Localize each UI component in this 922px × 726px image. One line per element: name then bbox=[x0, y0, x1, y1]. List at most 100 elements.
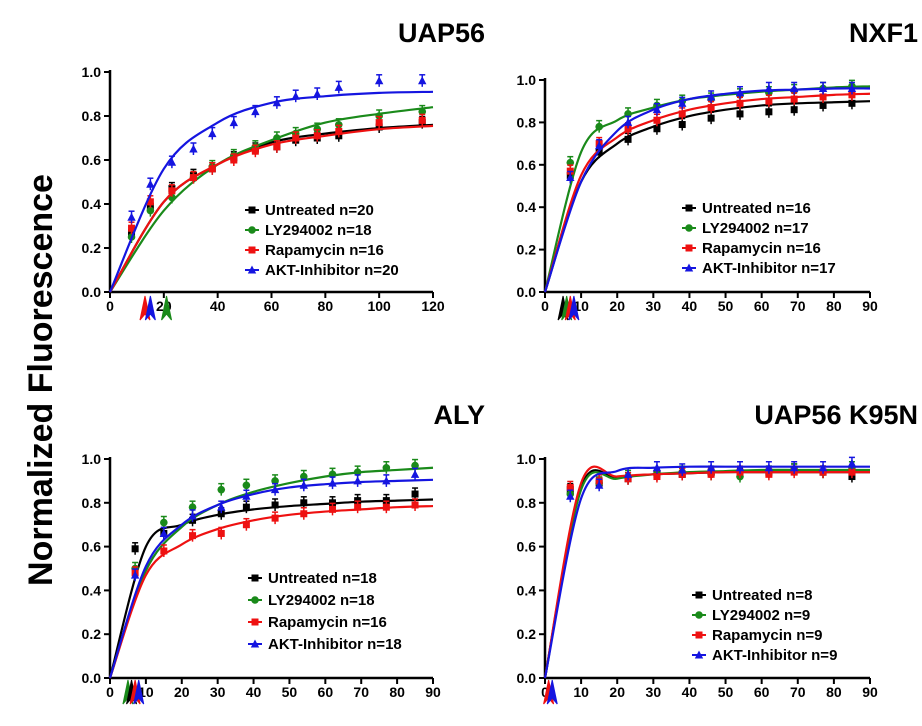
data-point bbox=[189, 174, 197, 182]
data-point bbox=[251, 147, 259, 155]
data-point bbox=[819, 93, 827, 101]
fit-curve-rapamycin bbox=[543, 92, 871, 293]
data-point bbox=[242, 481, 251, 490]
data-point bbox=[566, 483, 574, 491]
x-tick-label: 60 bbox=[264, 298, 280, 314]
data-point bbox=[566, 491, 575, 500]
legend-marker bbox=[251, 618, 259, 626]
y-tick-label: 1.0 bbox=[82, 451, 102, 467]
legend-entry: AKT-Inhibitor n=9 bbox=[712, 647, 837, 664]
x-tick-label: 0 bbox=[106, 298, 114, 314]
fit-curve-akt-inhibitor bbox=[108, 478, 434, 679]
x-tick-label: 30 bbox=[210, 684, 226, 700]
data-point bbox=[300, 472, 308, 481]
data-point bbox=[273, 143, 281, 151]
y-tick-label: 1.0 bbox=[517, 72, 537, 88]
fit-curve-ly294002 bbox=[108, 466, 434, 679]
y-tick-label: 0.8 bbox=[517, 114, 537, 130]
data-point bbox=[848, 99, 856, 107]
half-time-arrow bbox=[546, 679, 558, 705]
data-point bbox=[329, 505, 337, 513]
legend-marker bbox=[251, 596, 259, 604]
data-point bbox=[819, 101, 827, 109]
y-tick-label: 0.6 bbox=[517, 539, 537, 555]
data-point bbox=[335, 127, 343, 135]
data-point bbox=[374, 76, 384, 85]
x-tick-label: 90 bbox=[425, 684, 441, 700]
fit-curve-ly294002 bbox=[543, 468, 870, 679]
data-point bbox=[789, 463, 799, 472]
x-tick-label: 50 bbox=[718, 684, 734, 700]
y-tick-label: 0.6 bbox=[82, 152, 102, 168]
fit-curve-akt-inhibitor bbox=[543, 87, 871, 293]
data-point bbox=[706, 92, 716, 101]
legend-entry: Untreated n=18 bbox=[268, 570, 377, 587]
x-tick-label: 20 bbox=[609, 684, 625, 700]
data-point bbox=[271, 514, 279, 522]
legend-entry: LY294002 n=18 bbox=[265, 222, 372, 239]
half-time-arrow bbox=[568, 295, 580, 321]
x-tick-label: 60 bbox=[754, 684, 770, 700]
data-point bbox=[271, 477, 279, 485]
data-point bbox=[652, 105, 662, 114]
data-point bbox=[159, 528, 169, 537]
y-tick-label: 1.0 bbox=[82, 64, 102, 80]
data-point bbox=[127, 212, 136, 221]
panel-title: NXF1 bbox=[849, 18, 918, 48]
x-tick-label: 0 bbox=[541, 684, 549, 700]
data-point bbox=[790, 95, 798, 103]
data-point bbox=[353, 476, 362, 485]
fit-curve-rapamycin bbox=[543, 465, 870, 679]
data-point bbox=[653, 125, 661, 133]
data-point bbox=[208, 165, 216, 173]
x-tick-label: 90 bbox=[862, 684, 878, 700]
data-point bbox=[189, 144, 198, 153]
data-point bbox=[653, 473, 661, 481]
x-tick-label: 40 bbox=[210, 298, 226, 314]
data-point bbox=[410, 469, 420, 478]
data-point bbox=[790, 106, 798, 114]
x-tick-label: 120 bbox=[421, 298, 445, 314]
legend-marker bbox=[251, 574, 259, 582]
legend-entry: Rapamycin n=16 bbox=[265, 242, 384, 259]
x-tick-label: 50 bbox=[282, 684, 298, 700]
data-point bbox=[251, 107, 260, 116]
data-point bbox=[208, 129, 217, 138]
legend-marker bbox=[695, 591, 703, 599]
legend-entry: AKT-Inhibitor n=18 bbox=[268, 636, 402, 653]
data-point bbox=[707, 470, 715, 478]
data-point bbox=[313, 89, 322, 98]
y-tick-label: 1.0 bbox=[517, 451, 537, 467]
fit-curve-rapamycin bbox=[109, 124, 434, 293]
data-point bbox=[217, 502, 226, 511]
data-point bbox=[217, 485, 226, 494]
legend-entry: Rapamycin n=16 bbox=[702, 240, 821, 257]
panel-4: UAP56 K95N 0.0 0.2 0.4 0.6 0.8 1.0 0 10 20 30 40 50 6… bbox=[517, 400, 918, 705]
y-tick-label: 0.0 bbox=[82, 284, 102, 300]
legend-marker bbox=[247, 265, 257, 274]
legend-marker bbox=[248, 226, 256, 234]
data-point bbox=[623, 469, 633, 478]
legend-entry: Untreated n=16 bbox=[702, 200, 811, 217]
data-point bbox=[706, 463, 716, 472]
fit-curve-untreated bbox=[108, 498, 434, 679]
data-point bbox=[707, 104, 715, 112]
data-point bbox=[230, 156, 238, 164]
panel-title: ALY bbox=[433, 400, 485, 430]
x-tick-label: 60 bbox=[754, 298, 770, 314]
legend-marker bbox=[250, 639, 260, 648]
data-point bbox=[131, 545, 139, 553]
x-tick-label: 30 bbox=[646, 298, 662, 314]
data-point bbox=[300, 510, 308, 518]
panel-title: UAP56 K95N bbox=[754, 400, 918, 430]
legend-marker bbox=[695, 611, 703, 619]
data-point bbox=[418, 76, 427, 85]
y-tick-label: 0.2 bbox=[82, 626, 102, 642]
data-point bbox=[678, 98, 687, 107]
figure-y-axis-label: Normalized Fluorescence bbox=[22, 174, 60, 586]
data-point bbox=[328, 470, 337, 479]
data-point bbox=[566, 173, 575, 182]
